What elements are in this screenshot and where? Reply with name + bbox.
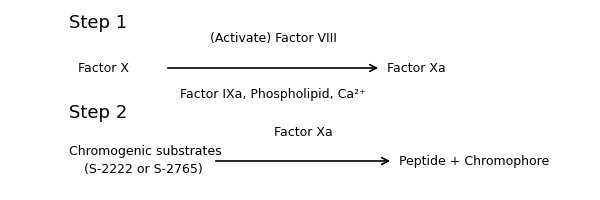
Text: Peptide + Chromophore: Peptide + Chromophore [399,154,549,168]
Text: Chromogenic substrates: Chromogenic substrates [69,144,221,158]
Text: Factor Xa: Factor Xa [274,126,332,139]
Text: (S-2222 or S-2765): (S-2222 or S-2765) [84,162,203,176]
Text: Factor Xa: Factor Xa [387,62,446,74]
Text: Step 1: Step 1 [69,14,127,32]
Text: Step 2: Step 2 [69,104,127,122]
Text: Factor IXa, Phospholipid, Ca²⁺: Factor IXa, Phospholipid, Ca²⁺ [180,88,366,101]
Text: Factor X: Factor X [78,62,129,74]
Text: (Activate) Factor VIII: (Activate) Factor VIII [209,32,337,45]
